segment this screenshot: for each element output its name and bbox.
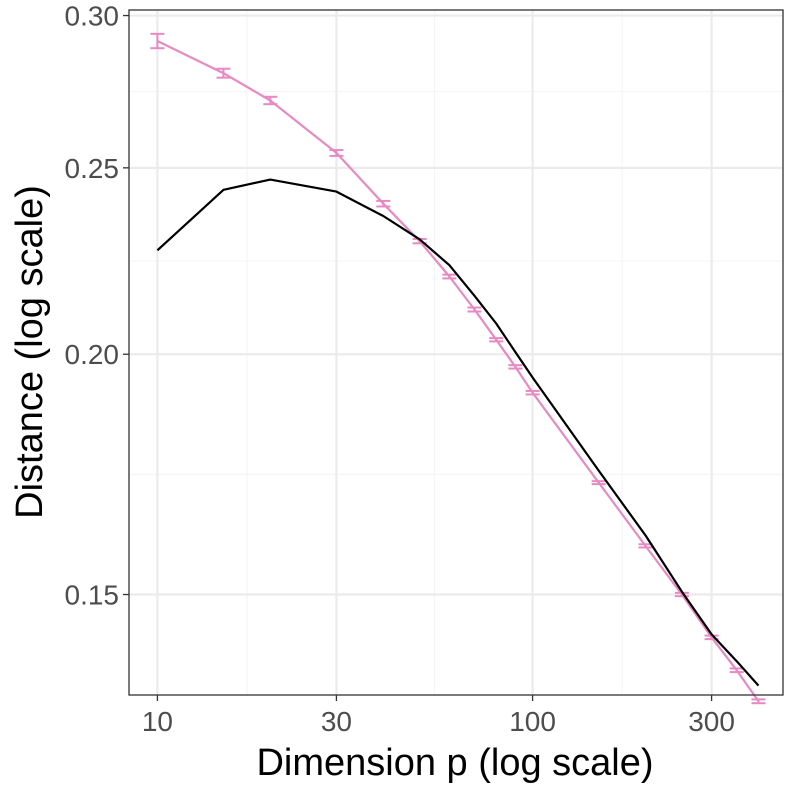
y-tick-label: 0.30 [65,1,120,32]
major-grid [129,10,783,695]
x-tick-label: 300 [688,706,735,737]
errorbar [376,199,391,208]
x-tick-label: 100 [509,706,556,737]
minor-grid [129,10,783,695]
y-axis-ticks: 0.15 0.20 0.25 0.30 [65,1,129,611]
errorbar [150,32,165,50]
x-tick-label: 30 [321,706,352,737]
y-tick-label: 0.20 [65,339,120,370]
errorbar [489,337,504,343]
x-axis-title: Dimension p (log scale) [256,742,653,784]
errorbar [508,364,523,370]
errorbar [467,306,482,313]
errorbar [591,480,606,486]
errorbar [329,148,344,157]
errorbar [442,273,457,280]
series-layer [150,32,766,705]
y-axis-title: Distance (log scale) [9,185,51,519]
x-tick-label: 10 [142,706,173,737]
y-tick-label: 0.15 [65,580,120,611]
series-line-1 [156,178,760,687]
panel-border [128,9,784,696]
x-axis-ticks: 10 30 100 300 [142,695,735,737]
series-1 [156,178,760,687]
series-0 [150,32,766,705]
y-tick-label: 0.25 [65,153,120,184]
errorbar [263,95,278,106]
errorbar [216,67,231,79]
errorbar [525,389,540,396]
errorbar [751,698,766,705]
errorbar [729,667,744,674]
